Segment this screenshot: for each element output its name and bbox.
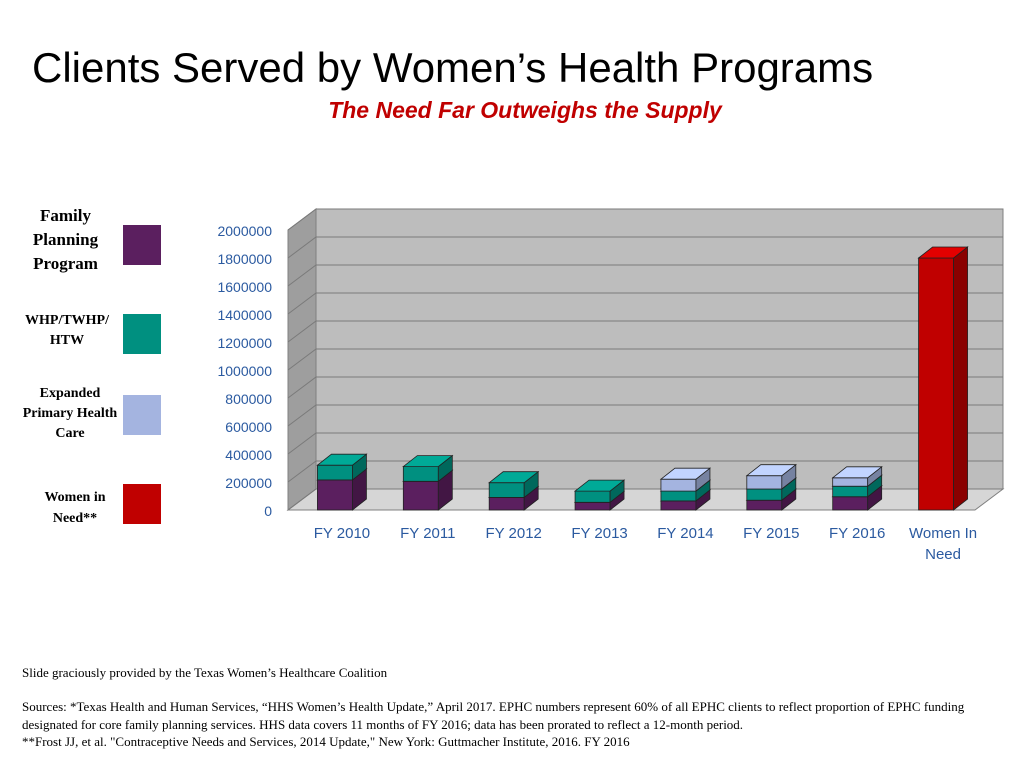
bar-segment xyxy=(574,490,611,503)
y-tick-label: 200000 xyxy=(225,475,272,491)
bar-segment xyxy=(660,478,697,492)
bar-segment-top xyxy=(316,453,368,466)
bar-segment-top xyxy=(659,467,712,480)
bar-segment-top xyxy=(745,464,797,477)
bar-segment xyxy=(317,464,353,481)
gridline xyxy=(287,460,1003,483)
y-tick-label: 0 xyxy=(264,503,272,519)
gridline xyxy=(287,208,1003,231)
bar-segment xyxy=(402,480,439,511)
x-tick-label: Women In xyxy=(909,525,977,542)
slide-title: Clients Served by Women’s Health Program… xyxy=(32,44,874,91)
legend-label-whp-twhp-htw: WHP/TWHP/HTW xyxy=(25,313,109,348)
x-tick-label: FY 2012 xyxy=(485,525,541,542)
y-tick-label: 600000 xyxy=(225,419,272,435)
y-tick-label: 1800000 xyxy=(217,251,272,267)
bar-segment xyxy=(832,477,869,487)
bar-segment xyxy=(317,479,353,511)
sources-line-2: **Frost JJ, et al. "Contraceptive Needs … xyxy=(22,734,630,750)
sources-block: Sources: *Texas Health and Human Service… xyxy=(22,698,1012,751)
gridline xyxy=(287,404,1003,427)
gridline xyxy=(287,320,1003,343)
legend-label-family-planning: Family Planning Program xyxy=(32,206,99,273)
bar-segment-top xyxy=(831,466,883,479)
sources-line-1: Sources: *Texas Health and Human Service… xyxy=(22,699,965,732)
x-tick-label: FY 2016 xyxy=(829,525,885,542)
bar-segment-top xyxy=(917,246,969,259)
gridline xyxy=(287,292,1003,315)
y-tick-label: 400000 xyxy=(225,447,272,463)
y-tick-label: 1000000 xyxy=(217,363,272,379)
y-tick-label: 2000000 xyxy=(217,223,272,239)
bar-segment xyxy=(746,488,783,501)
gridline xyxy=(287,432,1003,455)
bar-segment xyxy=(660,490,697,502)
y-tick-label: 1400000 xyxy=(217,307,272,323)
chart-floor xyxy=(286,488,1005,511)
bar-segment-top xyxy=(402,455,454,468)
y-tick-label: 800000 xyxy=(225,391,272,407)
bar-segment xyxy=(832,485,869,498)
y-tick-label: 1600000 xyxy=(217,279,272,295)
legend-swatch-women-in-need xyxy=(123,484,161,524)
legend-swatch-whp-twhp-htw xyxy=(123,314,161,354)
bar-chart: 0 200000 400000 600000 800000 1000000 1200000 1… xyxy=(217,208,1005,563)
legend-swatch-expanded-primary xyxy=(123,395,161,435)
gridline xyxy=(287,264,1003,287)
x-tick-label: FY 2015 xyxy=(743,525,799,542)
gridline xyxy=(287,236,1003,259)
bar-segment xyxy=(402,466,439,482)
slide-credit: Slide graciously provided by the Texas W… xyxy=(22,665,388,680)
bar-segment-top xyxy=(573,479,626,492)
bar-segment xyxy=(488,496,525,511)
bar-segment xyxy=(660,500,697,511)
bar-segment xyxy=(746,475,783,490)
bar-segment xyxy=(832,496,869,511)
gridline xyxy=(287,376,1003,399)
legend-label-expanded-primary: Expanded Primary Health Care xyxy=(22,386,118,441)
gridline xyxy=(287,348,1003,371)
slide-subtitle: The Need Far Outweighs the Supply xyxy=(328,97,722,123)
bar-segment-side xyxy=(953,246,968,511)
x-tick-label: FY 2013 xyxy=(571,525,627,542)
bar-segment xyxy=(918,257,954,511)
bar-segment xyxy=(746,499,783,511)
x-tick-label: FY 2010 xyxy=(314,525,370,542)
x-tick-label: FY 2014 xyxy=(657,525,713,542)
x-tick-label: Need xyxy=(925,546,961,563)
bar-segment xyxy=(574,501,611,511)
legend-label-women-in-need: Women in Need** xyxy=(44,490,106,526)
bar-segment xyxy=(488,482,525,498)
x-tick-label: FY 2011 xyxy=(400,525,455,542)
legend-swatch-family-planning xyxy=(123,225,161,265)
bar-segment-top xyxy=(488,471,540,484)
y-tick-label: 1200000 xyxy=(217,335,272,351)
